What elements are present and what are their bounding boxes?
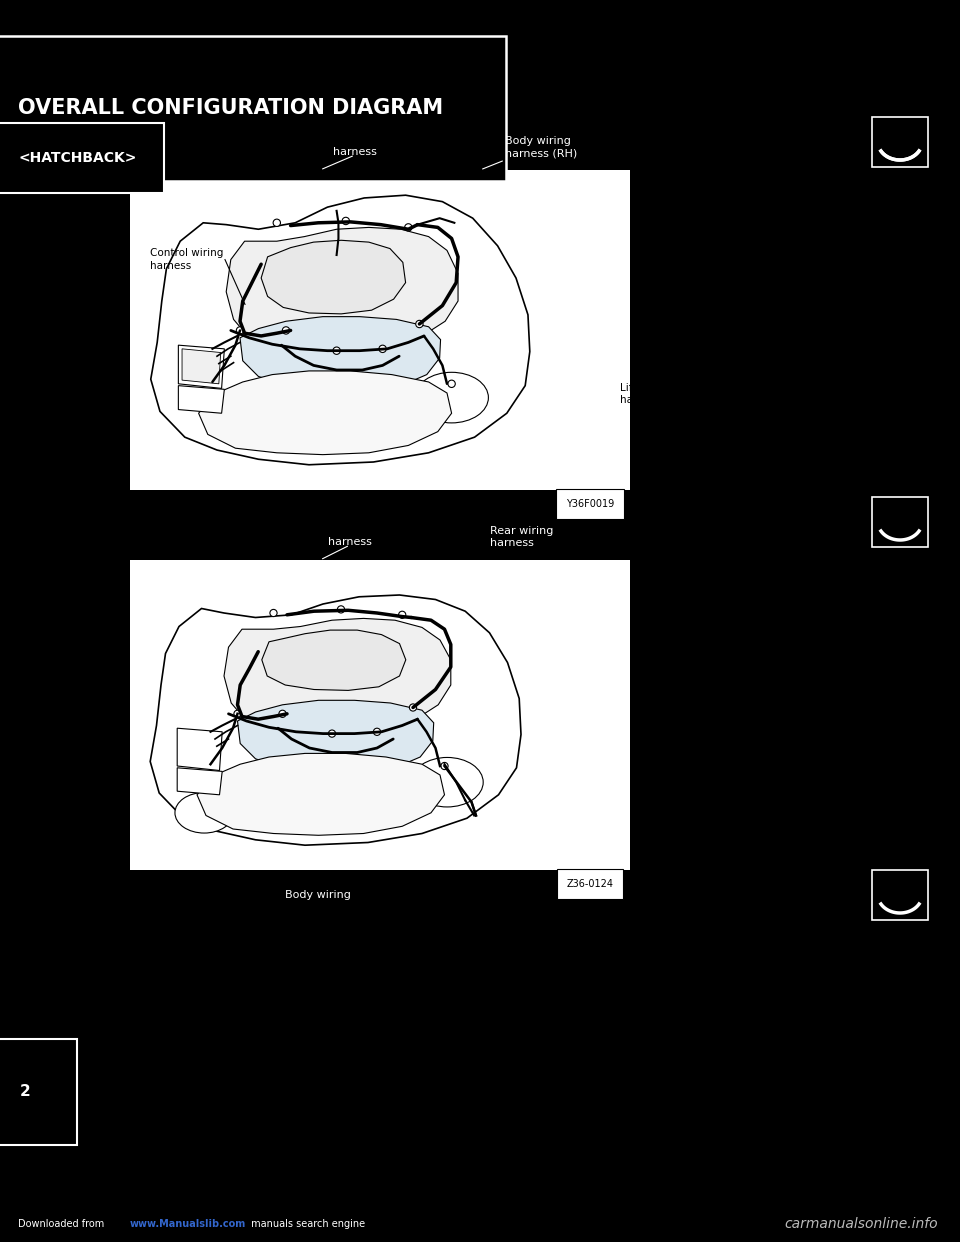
Text: Rear wiring
harness: Rear wiring harness xyxy=(490,525,553,548)
Ellipse shape xyxy=(282,327,290,334)
Text: 36: 36 xyxy=(20,55,45,73)
Polygon shape xyxy=(178,768,222,795)
Text: Liftgate wiring
harness: Liftgate wiring harness xyxy=(620,383,695,405)
Text: 2: 2 xyxy=(20,1084,31,1099)
Text: carmanualsonline.info: carmanualsonline.info xyxy=(784,1217,938,1231)
Ellipse shape xyxy=(279,710,286,718)
Ellipse shape xyxy=(411,758,483,807)
Text: harness: harness xyxy=(333,147,377,156)
Polygon shape xyxy=(224,619,451,737)
Polygon shape xyxy=(237,700,434,771)
Ellipse shape xyxy=(405,224,412,231)
Bar xyxy=(130,170,630,491)
Text: ...: ... xyxy=(455,50,465,60)
Polygon shape xyxy=(262,630,406,691)
Ellipse shape xyxy=(415,373,489,422)
Text: Downloaded from: Downloaded from xyxy=(18,1218,108,1230)
Polygon shape xyxy=(178,728,222,770)
Ellipse shape xyxy=(398,611,406,619)
Ellipse shape xyxy=(328,730,336,738)
Ellipse shape xyxy=(379,345,386,353)
Polygon shape xyxy=(227,227,458,354)
Bar xyxy=(872,117,928,166)
Ellipse shape xyxy=(448,380,455,388)
Bar xyxy=(872,869,928,920)
Polygon shape xyxy=(179,385,225,414)
Ellipse shape xyxy=(236,327,244,334)
Polygon shape xyxy=(150,595,521,846)
Text: Z36-0124: Z36-0124 xyxy=(566,879,613,889)
Text: OVERALL CONFIGURATION DIAGRAM: OVERALL CONFIGURATION DIAGRAM xyxy=(18,98,444,118)
Text: harness: harness xyxy=(328,537,372,546)
Text: <HATCHBACK>: <HATCHBACK> xyxy=(18,152,136,165)
Polygon shape xyxy=(197,754,444,836)
Bar xyxy=(14,50,64,78)
Ellipse shape xyxy=(441,763,448,770)
Ellipse shape xyxy=(273,219,280,226)
Text: Y36F0019: Y36F0019 xyxy=(565,499,614,509)
Text: www.Manualslib.com: www.Manualslib.com xyxy=(130,1218,247,1230)
Polygon shape xyxy=(182,349,221,384)
Text: manuals search engine: manuals search engine xyxy=(248,1218,365,1230)
Text: Control wiring
harness: Control wiring harness xyxy=(150,248,224,271)
Ellipse shape xyxy=(234,710,241,718)
Ellipse shape xyxy=(270,610,277,616)
Polygon shape xyxy=(199,371,451,455)
Ellipse shape xyxy=(373,728,380,735)
Polygon shape xyxy=(151,195,530,465)
Text: Body wiring: Body wiring xyxy=(285,891,350,900)
Polygon shape xyxy=(240,317,441,389)
Text: Body wiring
harness (RH): Body wiring harness (RH) xyxy=(505,135,577,158)
Polygon shape xyxy=(261,240,406,314)
Ellipse shape xyxy=(337,606,345,614)
Bar xyxy=(872,497,928,546)
Bar xyxy=(130,560,630,869)
Ellipse shape xyxy=(175,792,233,833)
Ellipse shape xyxy=(409,704,417,712)
Ellipse shape xyxy=(416,320,423,328)
Ellipse shape xyxy=(333,347,340,354)
Polygon shape xyxy=(179,345,225,389)
Ellipse shape xyxy=(342,217,349,225)
